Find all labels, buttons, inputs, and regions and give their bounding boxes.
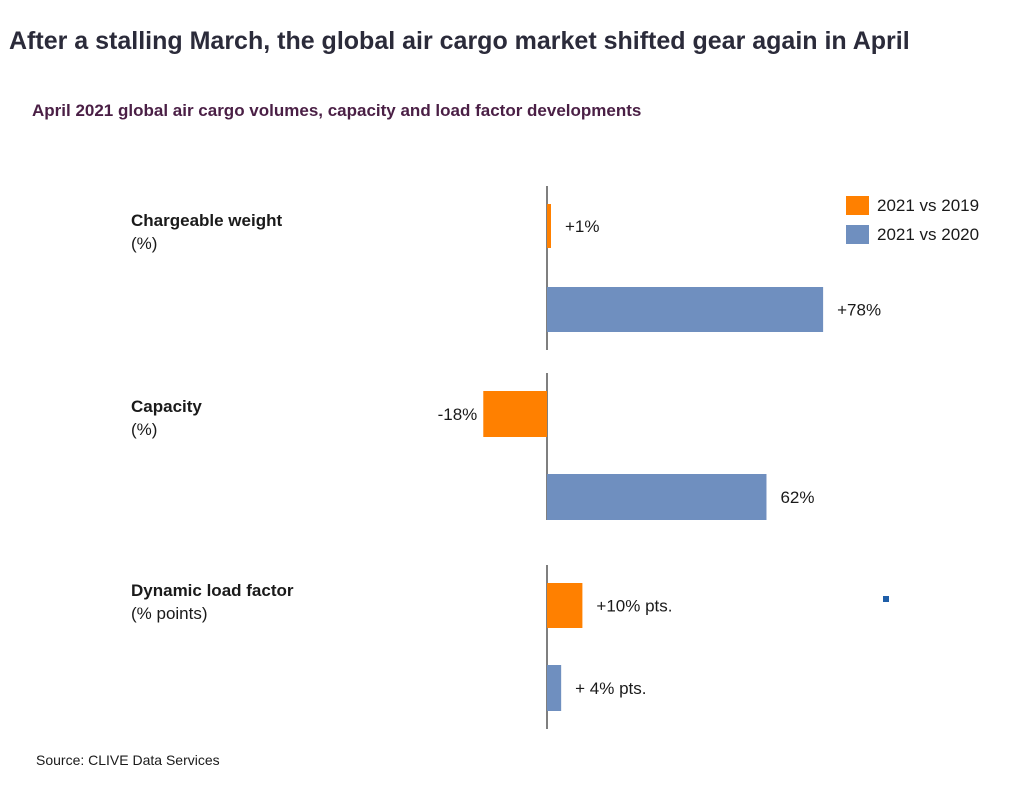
- category-label-capacity: Capacity (%): [131, 395, 202, 441]
- category-unit: (%): [131, 234, 158, 253]
- legend-label: 2021 vs 2020: [877, 224, 980, 244]
- legend-swatch-2019: [846, 196, 869, 215]
- legend-label: 2021 vs 2019: [877, 195, 980, 215]
- bar-2019-0: [547, 204, 551, 248]
- data-label: -18%: [438, 405, 478, 424]
- bar-2020-2: [547, 665, 562, 711]
- bar-2020-1: [547, 474, 767, 520]
- category-name: Chargeable weight: [131, 211, 283, 230]
- data-label: +1%: [565, 217, 600, 236]
- category-unit: (%): [131, 420, 158, 439]
- legend-swatch-2020: [846, 225, 869, 244]
- bar-2019-1: [483, 391, 547, 437]
- category-name: Capacity: [131, 397, 202, 416]
- category-unit: (% points): [131, 604, 208, 623]
- category-name: Dynamic load factor: [131, 581, 294, 600]
- legend-item-2021-vs-2020: 2021 vs 2020: [846, 223, 979, 246]
- data-label: +78%: [837, 301, 881, 320]
- chart-subtitle: April 2021 global air cargo volumes, cap…: [32, 101, 642, 120]
- data-label: +10% pts.: [596, 597, 672, 616]
- category-label-chargeable-weight: Chargeable weight (%): [131, 209, 282, 255]
- legend-item-2021-vs-2019: 2021 vs 2019: [846, 194, 979, 217]
- category-label-dynamic-load-factor: Dynamic load factor (% points): [131, 579, 294, 625]
- bar-2019-2: [547, 583, 583, 628]
- data-label: + 4% pts.: [575, 679, 646, 698]
- source-note: Source: CLIVE Data Services: [36, 752, 220, 768]
- legend: 2021 vs 2019 2021 vs 2020: [846, 194, 979, 252]
- bar-2020-0: [547, 287, 824, 332]
- data-label: 62%: [780, 488, 814, 507]
- chart-title: After a stalling March, the global air c…: [9, 27, 910, 55]
- marker-square: [883, 596, 889, 602]
